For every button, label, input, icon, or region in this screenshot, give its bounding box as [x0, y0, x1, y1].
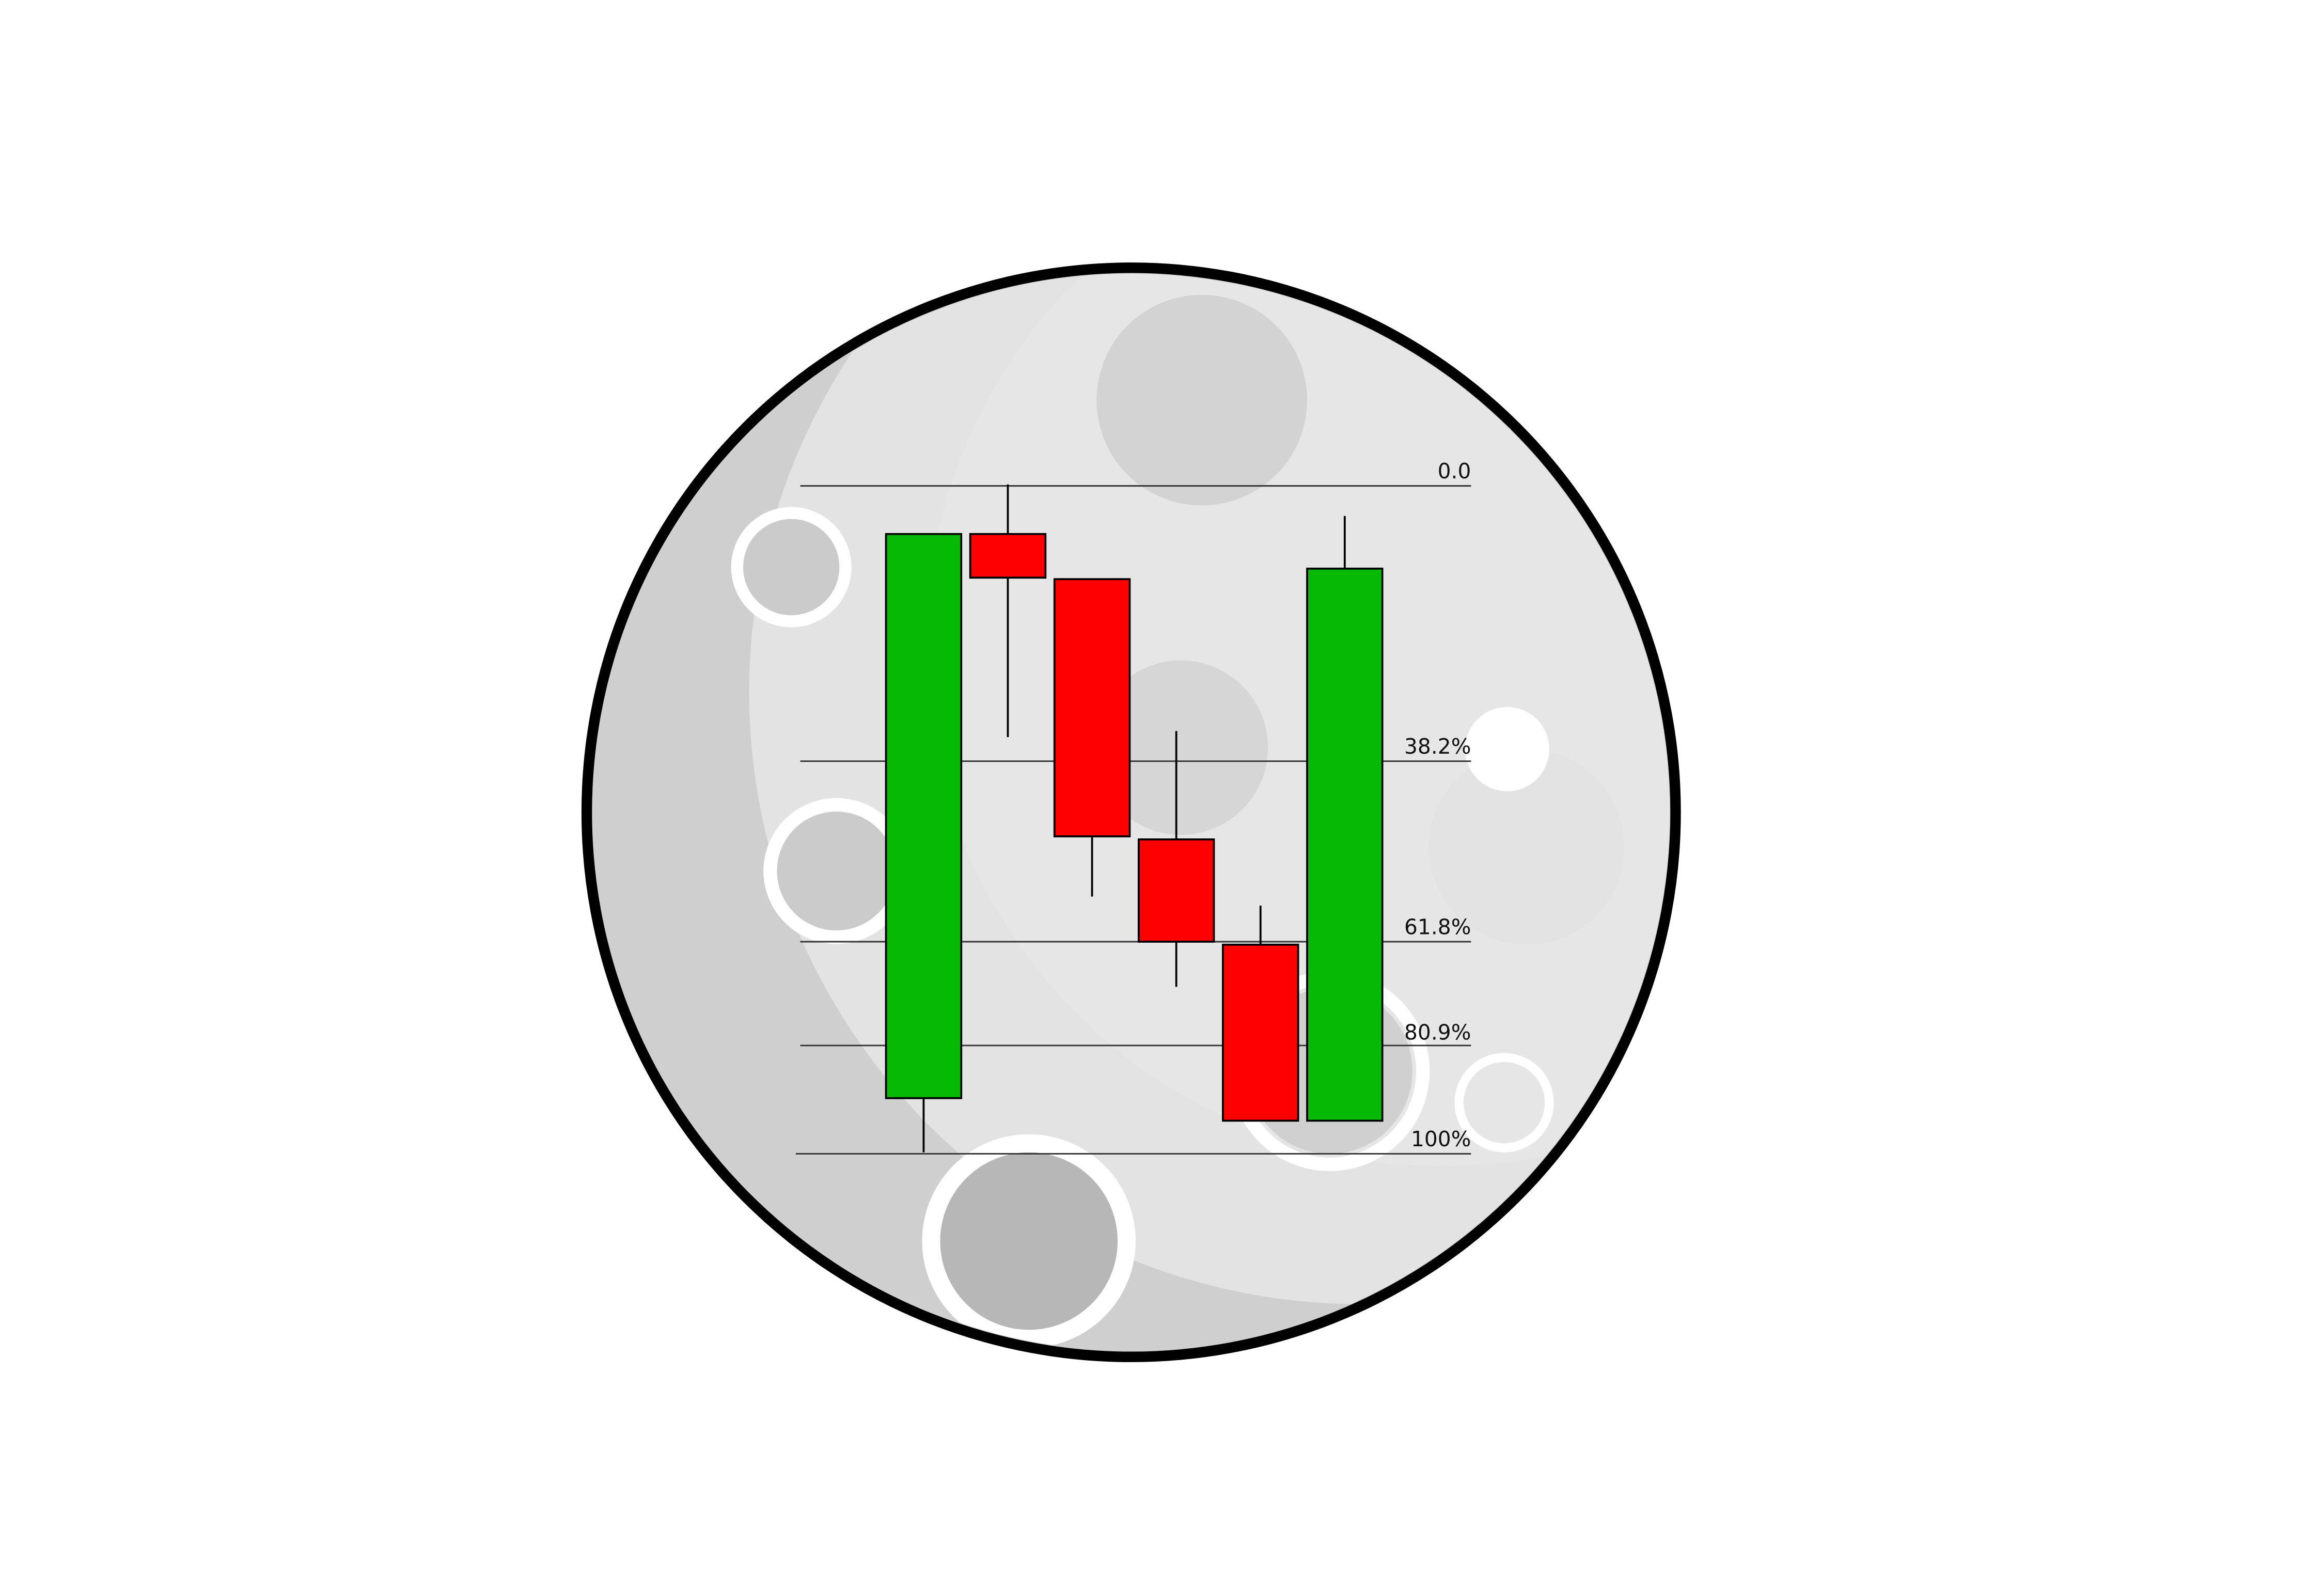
crater: [1454, 1053, 1554, 1152]
level-label: 61.8%: [1404, 914, 1471, 939]
candle-body: [885, 533, 963, 1099]
crater: [1428, 749, 1625, 945]
level-labels: 0.0 38.2% 61.8% 80.9% 100%: [1404, 459, 1471, 1151]
candle-body: [1222, 943, 1299, 1122]
crater: [731, 507, 852, 628]
level-label: 0.0: [1438, 459, 1471, 484]
moon-outline: [581, 262, 1681, 1362]
crater: [1096, 294, 1308, 506]
crater: [1465, 707, 1549, 791]
candle-body: [1053, 578, 1131, 838]
candle-body: [1137, 838, 1215, 943]
crater: [922, 1134, 1136, 1348]
candle-body: [1306, 567, 1384, 1122]
level-label: 80.9%: [1404, 1020, 1471, 1044]
candle-body: [969, 533, 1047, 579]
candles: [885, 484, 1384, 1152]
crater: [763, 798, 909, 944]
level-label: 100%: [1411, 1127, 1471, 1151]
moon: [581, 262, 1681, 1362]
crater: [1093, 660, 1268, 835]
level-label: 38.2%: [1404, 734, 1471, 759]
